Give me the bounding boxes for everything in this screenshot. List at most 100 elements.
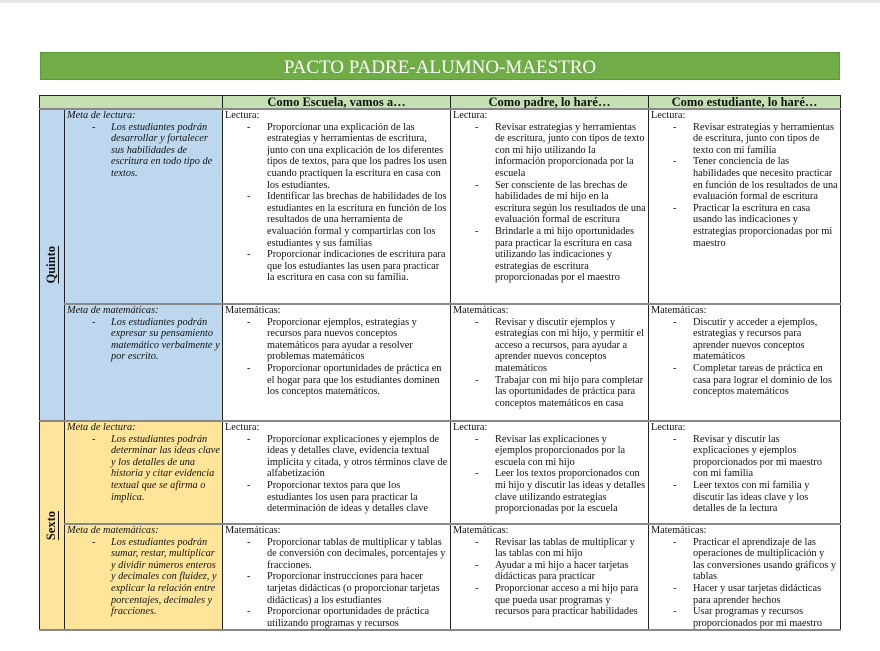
list-item: Identificar las brechas de habilidades d… bbox=[225, 191, 448, 249]
section-label: Lectura: bbox=[651, 110, 686, 121]
cell-content: Lectura:Revisar las explicaciones y ejem… bbox=[453, 422, 646, 522]
bullet-list: Revisar estrategias y herramientas de es… bbox=[651, 122, 838, 250]
cell-content: Meta de matemáticas:Los estudiantes podr… bbox=[67, 305, 220, 419]
list-item: Revisar las tablas de multiplicar y las … bbox=[453, 537, 646, 560]
list-item: Practicar el aprendizaje de las operacio… bbox=[651, 537, 838, 583]
list-item: Proporcionar textos para que los estudia… bbox=[225, 480, 448, 515]
parent-cell: Matemáticas:Revisar y discutir ejemplos … bbox=[450, 303, 649, 422]
student-cell: Matemáticas:Practicar el aprendizaje de … bbox=[648, 523, 841, 631]
section-label: Matemáticas: bbox=[651, 525, 707, 536]
parent-cell: Matemáticas:Revisar las tablas de multip… bbox=[450, 523, 649, 631]
section-label: Lectura: bbox=[651, 422, 686, 433]
section-label: Lectura: bbox=[453, 422, 488, 433]
student-cell: Lectura:Revisar estrategias y herramient… bbox=[648, 108, 841, 305]
student-cell: Matemáticas:Discutir y acceder a ejemplo… bbox=[648, 303, 841, 422]
bullet-list: Proporcionar explicaciones y ejemplos de… bbox=[225, 434, 448, 515]
school-cell: Lectura:Proporcionar explicaciones y eje… bbox=[222, 420, 451, 525]
section-label: Lectura: bbox=[453, 110, 488, 121]
list-item: Practicar la escritura en casa usando la… bbox=[651, 203, 838, 249]
goal-cell: Meta de matemáticas:Los estudiantes podr… bbox=[64, 523, 223, 631]
bullet-list: Revisar y discutir las explicaciones y e… bbox=[651, 434, 838, 515]
bullet-list: Proporcionar una explicación de las estr… bbox=[225, 122, 448, 284]
cell-content: Lectura:Proporcionar una explicación de … bbox=[225, 110, 448, 302]
cell-content: Matemáticas:Revisar y discutir ejemplos … bbox=[453, 305, 646, 419]
student-cell: Lectura:Revisar y discutir las explicaci… bbox=[648, 420, 841, 525]
school-cell: Lectura:Proporcionar una explicación de … bbox=[222, 108, 451, 305]
cell-content: Matemáticas:Proporcionar tablas de multi… bbox=[225, 525, 448, 628]
bullet-list: Los estudiantes podrán sumar, restar, mu… bbox=[67, 537, 220, 618]
goal-label: Meta de lectura: bbox=[67, 110, 136, 121]
list-item: Ser consciente de las brechas de habilid… bbox=[453, 180, 646, 226]
section-label: Matemáticas: bbox=[651, 305, 707, 316]
bullet-list: Los estudiantes podrán determinar las id… bbox=[67, 434, 220, 504]
goal-label: Meta de lectura: bbox=[67, 422, 136, 433]
bullet-list: Los estudiantes podrán desarrollar y for… bbox=[67, 122, 220, 180]
top-border bbox=[0, 0, 880, 3]
list-item: Los estudiantes podrán expresar su pensa… bbox=[67, 317, 220, 363]
list-item: Revisar las explicaciones y ejemplos pro… bbox=[453, 434, 646, 469]
list-item: Usar programas y recursos proporcionados… bbox=[651, 606, 838, 628]
header-student: Como estudiante, lo haré… bbox=[648, 95, 841, 110]
list-item: Revisar y discutir ejemplos y estrategia… bbox=[453, 317, 646, 375]
section-label: Lectura: bbox=[225, 422, 260, 433]
cell-content: Matemáticas:Revisar las tablas de multip… bbox=[453, 525, 646, 628]
list-item: Proporcionar acceso a mi hijo para que p… bbox=[453, 583, 646, 618]
parent-cell: Lectura:Revisar las explicaciones y ejem… bbox=[450, 420, 649, 525]
list-item: Leer textos con mi familia y discutir la… bbox=[651, 480, 838, 515]
list-item: Proporcionar tablas de multiplicar y tab… bbox=[225, 537, 448, 572]
cell-content: Meta de matemáticas:Los estudiantes podr… bbox=[67, 525, 220, 628]
page-title: PACTO PADRE-ALUMNO-MAESTRO bbox=[40, 52, 840, 80]
cell-content: Matemáticas:Discutir y acceder a ejemplo… bbox=[651, 305, 838, 419]
list-item: Proporcionar oportunidades de práctica u… bbox=[225, 606, 448, 628]
school-cell: Matemáticas:Proporcionar ejemplos, estra… bbox=[222, 303, 451, 422]
bullet-list: Revisar las explicaciones y ejemplos pro… bbox=[453, 434, 646, 515]
bullet-list: Practicar el aprendizaje de las operacio… bbox=[651, 537, 838, 628]
list-item: Tener conciencia de las habilidades que … bbox=[651, 156, 838, 202]
goal-cell: Meta de matemáticas:Los estudiantes podr… bbox=[64, 303, 223, 422]
list-item: Revisar y discutir las explicaciones y e… bbox=[651, 434, 838, 480]
list-item: Revisar estrategias y herramientas de es… bbox=[453, 122, 646, 180]
compact-table: Como Escuela, vamos a… Como padre, lo ha… bbox=[39, 95, 841, 631]
bullet-list: Revisar las tablas de multiplicar y las … bbox=[453, 537, 646, 618]
cell-content: Lectura:Revisar estrategias y herramient… bbox=[453, 110, 646, 302]
grade-label: Quinto bbox=[44, 246, 59, 284]
list-item: Discutir y acceder a ejemplos, estrategi… bbox=[651, 317, 838, 363]
list-item: Hacer y usar tarjetas didácticas para ap… bbox=[651, 583, 838, 606]
cell-content: Matemáticas:Practicar el aprendizaje de … bbox=[651, 525, 838, 628]
bullet-list: Discutir y acceder a ejemplos, estrategi… bbox=[651, 317, 838, 398]
school-cell: Matemáticas:Proporcionar tablas de multi… bbox=[222, 523, 451, 631]
goal-label: Meta de matemáticas: bbox=[67, 305, 159, 316]
goal-cell: Meta de lectura:Los estudiantes podrán d… bbox=[64, 420, 223, 525]
list-item: Trabajar con mi hijo para completar las … bbox=[453, 375, 646, 410]
cell-content: Matemáticas:Proporcionar ejemplos, estra… bbox=[225, 305, 448, 419]
section-label: Matemáticas: bbox=[453, 525, 509, 536]
header-parent: Como padre, lo haré… bbox=[450, 95, 649, 110]
grade-cell-sexto: Sexto bbox=[39, 420, 65, 631]
bullet-list: Revisar y discutir ejemplos y estrategia… bbox=[453, 317, 646, 410]
header-blank bbox=[39, 95, 223, 110]
list-item: Proporcionar ejemplos, estrategias y rec… bbox=[225, 317, 448, 363]
cell-content: Meta de lectura:Los estudiantes podrán d… bbox=[67, 110, 220, 302]
list-item: Brindarle a mi hijo oportunidades para p… bbox=[453, 226, 646, 284]
list-item: Los estudiantes podrán desarrollar y for… bbox=[67, 122, 220, 180]
bullet-list: Proporcionar ejemplos, estrategias y rec… bbox=[225, 317, 448, 398]
bullet-list: Revisar estrategias y herramientas de es… bbox=[453, 122, 646, 284]
bullet-list: Proporcionar tablas de multiplicar y tab… bbox=[225, 537, 448, 628]
table-row: Meta de matemáticas:Los estudiantes podr… bbox=[40, 523, 841, 631]
header-school: Como Escuela, vamos a… bbox=[222, 95, 451, 110]
cell-content: Meta de lectura:Los estudiantes podrán d… bbox=[67, 422, 220, 522]
section-label: Matemáticas: bbox=[453, 305, 509, 316]
list-item: Proporcionar explicaciones y ejemplos de… bbox=[225, 434, 448, 480]
list-item: Proporcionar una explicación de las estr… bbox=[225, 122, 448, 192]
grade-label: Sexto bbox=[44, 510, 59, 541]
grade-cell-quinto: Quinto bbox=[39, 108, 65, 422]
goal-label: Meta de matemáticas: bbox=[67, 525, 159, 536]
list-item: Los estudiantes podrán determinar las id… bbox=[67, 434, 220, 504]
section-label: Matemáticas: bbox=[225, 305, 281, 316]
list-item: Proporcionar oportunidades de práctica e… bbox=[225, 363, 448, 398]
cell-content: Lectura:Proporcionar explicaciones y eje… bbox=[225, 422, 448, 522]
list-item: Proporcionar instrucciones para hacer ta… bbox=[225, 571, 448, 606]
list-item: Ayudar a mi hijo a hacer tarjetas didáct… bbox=[453, 560, 646, 583]
